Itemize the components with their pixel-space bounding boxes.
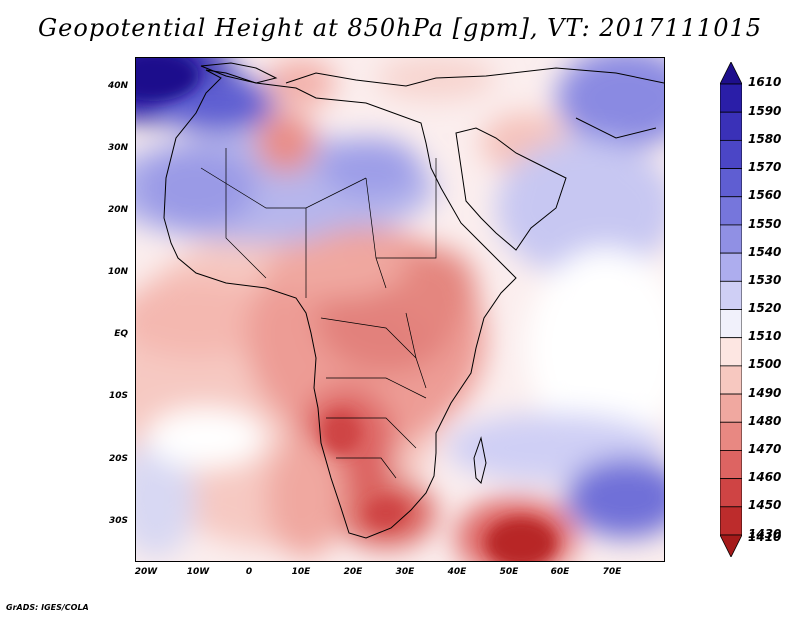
lon-tick-label: 70E — [602, 567, 622, 577]
colorbar-label: 1410 — [748, 530, 782, 545]
lat-tick-label: 20N — [107, 205, 128, 215]
colorbar-label: 1560 — [748, 188, 782, 203]
coastlines — [163, 62, 664, 539]
colorbar-swatch — [720, 393, 742, 423]
colorbar-label: 1500 — [748, 357, 782, 372]
colorbar-swatch — [720, 62, 742, 85]
lon-tick-label: 10W — [186, 567, 210, 577]
colorbar-label: 1470 — [748, 442, 782, 457]
colorbar-swatch — [720, 139, 742, 169]
colorbar-swatch — [720, 83, 742, 113]
lat-tick-label: 40N — [107, 81, 128, 91]
colorbar-swatch — [720, 224, 742, 254]
lon-tick-label: 50E — [499, 567, 519, 577]
colorbar-swatch — [720, 196, 742, 226]
colorbar-label: 1520 — [748, 301, 782, 316]
colorbar-swatch — [720, 168, 742, 198]
colorbar-label: 1570 — [748, 160, 782, 175]
lat-tick-label: 20S — [108, 454, 128, 464]
chart-title: Geopotential Height at 850hPa [gpm], VT:… — [38, 14, 762, 42]
colorbar-label: 1480 — [748, 413, 782, 428]
credit-text: GrADS: IGES/COLA — [6, 603, 89, 612]
lon-tick-label: 60E — [550, 567, 570, 577]
lon-tick-label: 20E — [343, 567, 363, 577]
colorbar-label: 1550 — [748, 216, 782, 231]
colorbar-swatch — [720, 534, 742, 557]
colorbar-swatch — [720, 309, 742, 339]
colorbar-label: 1460 — [748, 470, 782, 485]
colorbar-label: 1510 — [748, 329, 782, 344]
colorbar — [720, 62, 742, 557]
colorbar-swatch — [720, 365, 742, 395]
colorbar-label: 1530 — [748, 272, 782, 287]
colorbar-label: 1540 — [748, 244, 782, 259]
lat-tick-label: 30S — [108, 516, 128, 526]
colorbar-label: 1450 — [748, 498, 782, 513]
colorbar-swatch — [720, 252, 742, 282]
colorbar-swatch — [720, 111, 742, 141]
country-borders — [200, 148, 437, 479]
lon-tick-label: 10E — [291, 567, 311, 577]
colorbar-label: 1430 — [748, 526, 782, 541]
lon-tick-label: 40E — [447, 567, 467, 577]
colorbar-swatch — [720, 280, 742, 310]
lon-tick-label: 30E — [395, 567, 415, 577]
colorbar-swatch — [720, 421, 742, 451]
colorbar-swatch — [720, 337, 742, 367]
colorbar-label: 1610 — [748, 74, 782, 89]
lat-tick-label: EQ — [114, 329, 128, 339]
lon-tick-label: 0 — [245, 567, 253, 577]
lat-tick-label: 30N — [107, 143, 128, 153]
colorbar-swatch — [720, 478, 742, 508]
colorbar-swatch — [720, 450, 742, 480]
lon-tick-label: 20W — [134, 567, 158, 577]
colorbar-swatch — [720, 506, 742, 536]
colorbar-label: 1590 — [748, 103, 782, 118]
lat-tick-label: 10N — [107, 267, 128, 277]
lat-tick-label: 10S — [108, 391, 128, 401]
map-panel — [135, 57, 665, 562]
colorbar-label: 1490 — [748, 385, 782, 400]
colorbar-label: 1580 — [748, 131, 782, 146]
